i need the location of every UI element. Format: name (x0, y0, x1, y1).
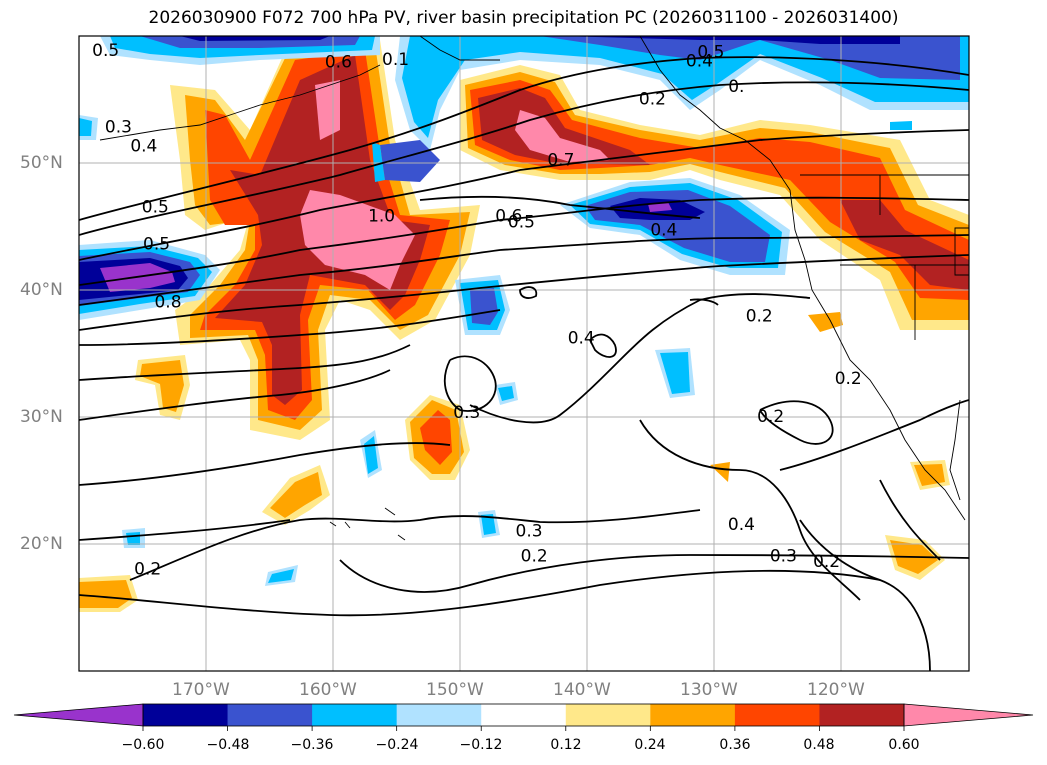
contour-label: 0.5 (143, 234, 170, 254)
colorbar-segment (143, 704, 229, 726)
contour-label: 1.0 (368, 206, 395, 226)
colorbar-tick-label: 0.24 (634, 737, 666, 753)
colorbar-frame (142, 703, 905, 727)
contour-labels: 0.50.6 0.10.30.40.50.40.0.20.70.5 1.0 0.60.… (92, 41, 862, 579)
figure-title: 2026030900 F072 700 hPa PV, river basin … (148, 8, 899, 28)
colorbar-segment (312, 704, 398, 726)
graticule (79, 36, 969, 671)
pv-contours (79, 56, 969, 671)
contour-label: 0.2 (134, 559, 161, 579)
lat-tick-label: 20°N (20, 534, 63, 554)
contour-label: 0.4 (728, 515, 755, 535)
coastlines (99, 36, 969, 541)
contour-label: 0.2 (757, 407, 784, 427)
contour-label: 0.4 (130, 136, 157, 156)
axes-frame (78, 35, 970, 672)
lon-tick-label: 130°W (680, 680, 738, 700)
lat-tick-label: 40°N (20, 280, 63, 300)
colorbar-tick-label: 0.12 (550, 737, 582, 753)
lon-tick-label: 150°W (426, 680, 484, 700)
colorbar-tick-label: 0.48 (803, 737, 835, 753)
contour-label: 0.8 (154, 293, 181, 313)
colorbar-tick-label: −0.48 (206, 737, 250, 753)
colorbar-segment (565, 704, 651, 726)
colorbar-segment (819, 704, 905, 726)
contour-label: 0.4 (686, 51, 713, 71)
colorbar-tick-label: 0.60 (888, 737, 920, 753)
colorbar-extend-low (13, 703, 144, 727)
contour-label: 0.5 (92, 41, 119, 61)
contour-label: 0.3 (453, 403, 480, 423)
contour-label: 0.2 (746, 307, 773, 327)
colorbar (13, 703, 1034, 731)
contour-label: 0.7 (547, 150, 574, 170)
contour-label: 0.4 (650, 220, 677, 240)
colorbar-segment (734, 704, 820, 726)
colorbar-segment (650, 704, 736, 726)
colorbar-segment (481, 704, 567, 726)
contour-label: 0.2 (813, 552, 840, 572)
contour-label: 0.3 (770, 547, 797, 567)
colorbar-tick-label: 0.36 (719, 737, 751, 753)
colorbar-tick-label: −0.24 (375, 737, 419, 753)
colorbar-segment (396, 704, 482, 726)
colorbar-extend-high (903, 703, 1034, 727)
colorbar-tick-label: −0.36 (290, 737, 334, 753)
contour-label: 0.2 (639, 90, 666, 110)
lon-tick-label: 170°W (172, 680, 230, 700)
contour-label: 0.3 (516, 521, 543, 541)
contour-label: 0.6 (495, 206, 522, 226)
contour-label: 0.1 (382, 50, 409, 70)
colorbar-tick-label: −0.60 (121, 737, 165, 753)
lon-tick-label: 140°W (553, 680, 611, 700)
colorbar-segment (227, 704, 313, 726)
contour-label: 0.2 (521, 547, 548, 567)
contour-label: 0.3 (105, 117, 132, 137)
colorbar-tick-label: −0.12 (459, 737, 503, 753)
contour-label: 0.5 (697, 43, 724, 63)
precip-fill-layer (79, 36, 969, 671)
contour-label: 0.5 (508, 213, 535, 233)
contour-label: 0.4 (568, 328, 595, 348)
contour-label: 0.6 (325, 53, 352, 73)
contour-label: 0. (728, 77, 744, 97)
lon-tick-label: 160°W (299, 680, 357, 700)
contour-label: 0.2 (835, 369, 862, 389)
lon-tick-label: 120°W (807, 680, 865, 700)
lat-tick-label: 30°N (20, 407, 63, 427)
lat-tick-label: 50°N (20, 153, 63, 173)
contour-label: 0.5 (142, 197, 169, 217)
